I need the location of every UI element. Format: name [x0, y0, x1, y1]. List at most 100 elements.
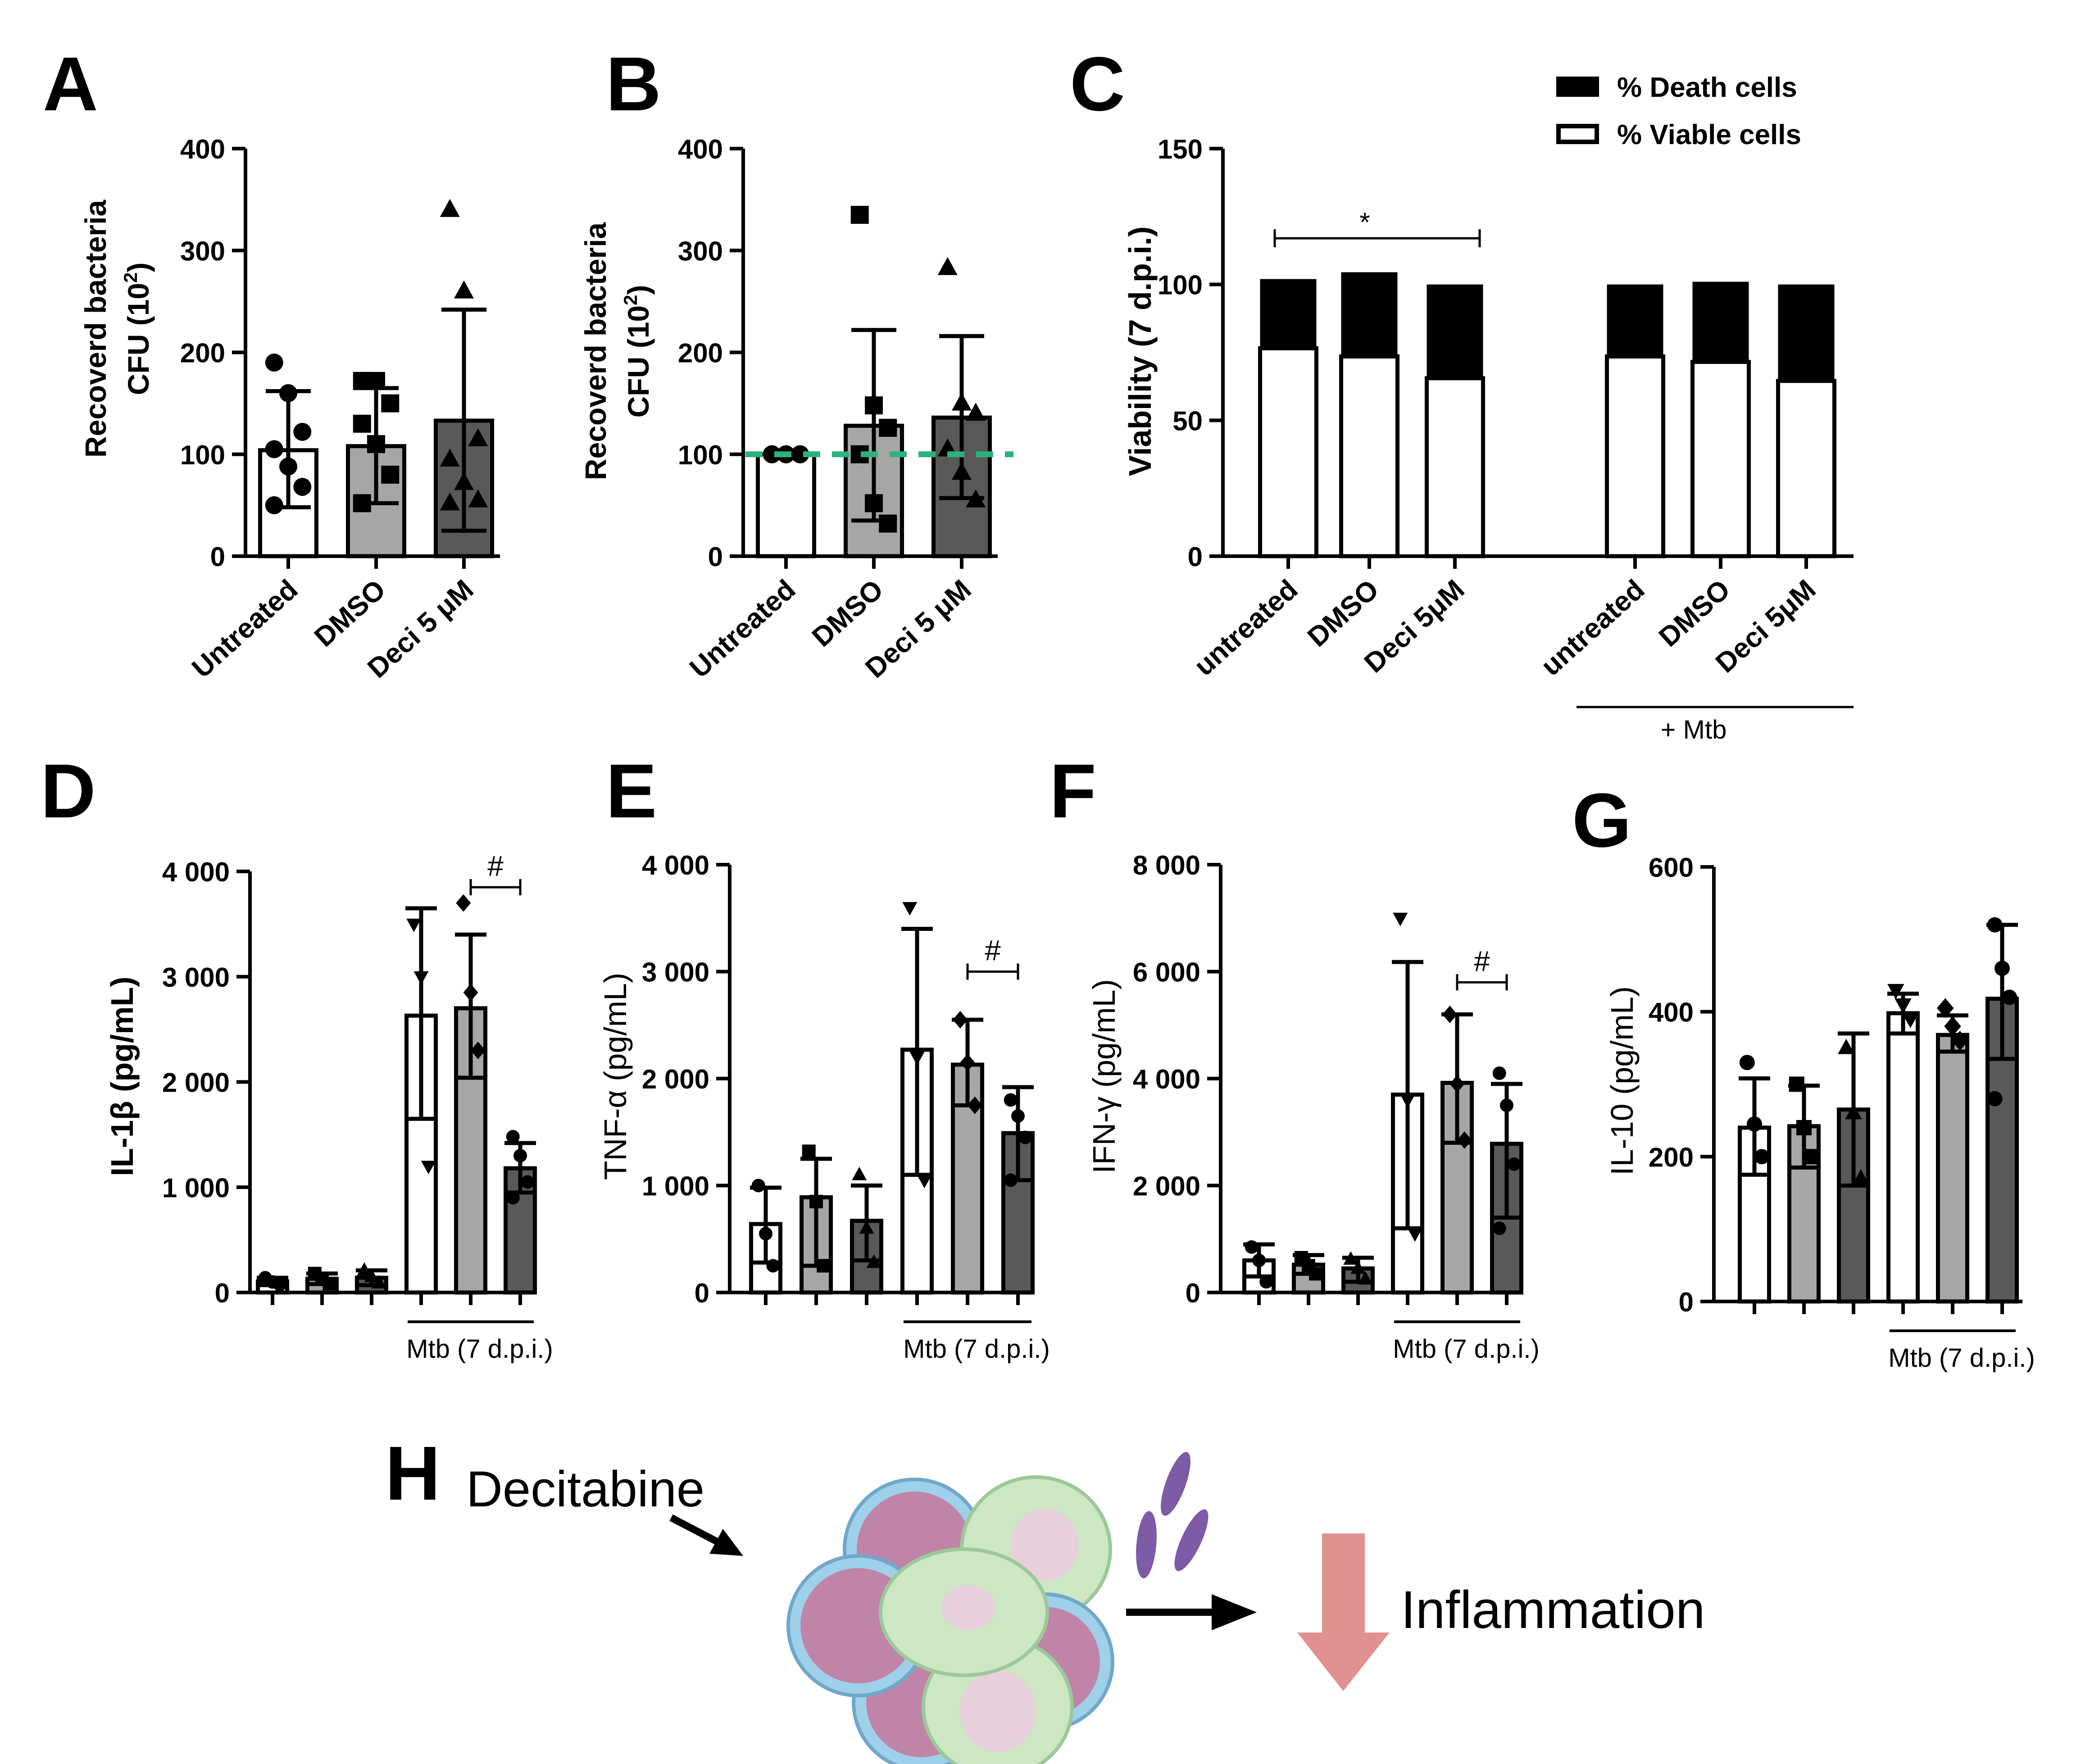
bar-death [1341, 272, 1398, 357]
bar [1886, 1011, 1920, 1304]
x-tick-label: Untreated [186, 574, 304, 684]
bar-viable [1339, 354, 1399, 558]
bar-viable [1258, 346, 1318, 558]
y-tick-label: 0 [210, 542, 225, 572]
ylabel-a-line2: CFU (102) [120, 263, 155, 395]
group-label: Mtb (7 d.p.i.) [1393, 1334, 1540, 1364]
chart-f: 0 2 000 4 000 6 000 8 000 Mtb (7 d.p.i.) # [1133, 850, 1540, 1364]
chart-d: 0 1 000 2 000 3 000 4 000 Mtb (7 d.p.i.) # [162, 850, 553, 1364]
data-point [1987, 1091, 2003, 1106]
panel-f: F 0 2 000 4 000 6 000 8 000 Mtb (7 d.p.i.) # I… [1050, 748, 1540, 1364]
data-point [751, 1179, 765, 1193]
panel-letter-b: B [606, 41, 661, 127]
y-tick-label: 4 000 [1133, 1064, 1200, 1094]
cell-green-bottom-nucleus [959, 1671, 1036, 1752]
decitabine-label: Decitabine [466, 1461, 704, 1517]
data-point [1507, 1157, 1521, 1171]
decitabine-arrow [669, 1514, 743, 1556]
y-tick-label: 150 [1158, 134, 1203, 164]
data-point [1902, 1013, 1919, 1029]
data-point [852, 1166, 867, 1180]
significance-label: # [985, 934, 1001, 967]
panel-letter-e: E [606, 748, 657, 834]
group-label: Mtb (7 d.p.i.) [1888, 1343, 2035, 1373]
ylabel-a-line1: Recoverd bacteria [79, 200, 112, 458]
panel-letter-d: D [41, 748, 96, 834]
data-point [440, 449, 460, 467]
y-tick-label: 100 [1158, 270, 1203, 300]
cell-green-right-top-nucleus [1011, 1509, 1079, 1581]
y-tick-label: 4 000 [162, 857, 230, 887]
x-tick-label: Untreated [684, 574, 801, 684]
data-point [265, 440, 283, 458]
data-point [470, 1041, 486, 1059]
data-point [1393, 912, 1408, 926]
y-tick-label: 8 000 [1133, 850, 1200, 880]
bar-death [1427, 284, 1483, 378]
panel-h: H Decitabine [385, 1431, 1705, 1764]
data-point [1951, 1030, 1968, 1051]
cell-green-center-nucleus [941, 1585, 995, 1630]
data-point [468, 428, 488, 446]
data-point [1739, 1055, 1755, 1070]
data-point [850, 206, 869, 224]
y-tick-label: 3 000 [162, 962, 230, 993]
bacteria-icon [1136, 1452, 1209, 1578]
panel-letter-g: G [1572, 778, 1631, 863]
x-tick-label: DMSO [309, 574, 391, 653]
data-point [421, 1161, 436, 1174]
data-point [1937, 998, 1954, 1018]
y-tick-label: 3 000 [642, 957, 709, 988]
group-label: Mtb (7 d.p.i.) [903, 1334, 1050, 1364]
y-tick-label: 300 [180, 236, 225, 266]
data-point [937, 257, 958, 275]
chart-e: 0 1 000 2 000 3 000 4 000 Mtb (7 d.p.i.) # [642, 850, 1050, 1364]
data-point [454, 280, 474, 299]
bar [756, 452, 816, 558]
data-point [2002, 989, 2017, 1005]
y-tick-label: 0 [215, 1278, 230, 1308]
panel-letter-f: F [1050, 748, 1096, 834]
data-point [406, 918, 422, 932]
y-tick-label: 2 000 [642, 1064, 709, 1094]
y-tick-label: 0 [708, 542, 723, 572]
data-point [1492, 1066, 1506, 1080]
data-point [1887, 984, 1904, 999]
bar-viable [1605, 354, 1665, 558]
data-point [521, 1175, 535, 1189]
data-point [917, 1174, 932, 1188]
significance-label: # [1474, 945, 1490, 977]
ylabel-c: Viability (7 d.p.i.) [1122, 227, 1158, 476]
data-point [966, 403, 986, 421]
y-tick-label: 300 [678, 236, 723, 266]
y-tick-label: 100 [180, 440, 225, 470]
data-point [1407, 1228, 1422, 1242]
x-tick-label: DMSO [1653, 574, 1736, 653]
legend-label-death: % Death cells [1617, 72, 1797, 103]
legend-c: % Death cells % Viable cells [1556, 72, 1801, 150]
bar-viable [1425, 376, 1485, 558]
data-point [1838, 1038, 1855, 1054]
group-label-c: + Mtb [1661, 715, 1727, 744]
inflammation-label: Inflammation [1401, 1580, 1705, 1640]
data-point [902, 902, 918, 916]
data-point [879, 514, 897, 533]
bar-death [1607, 284, 1663, 357]
data-point [440, 199, 460, 217]
data-point [456, 894, 471, 912]
bar-death [1260, 279, 1317, 349]
x-tick-label: untreated [1535, 574, 1650, 682]
panel-e: E 0 1 000 2 000 3 000 4 000 Mtb (7 d.p.i.) # T… [598, 748, 1050, 1364]
y-tick-label: 400 [1649, 998, 1694, 1028]
data-point [265, 496, 283, 514]
legend-swatch-death [1556, 77, 1599, 97]
bar-death [1778, 284, 1835, 381]
data-point [468, 489, 488, 508]
panel-letter-h: H [385, 1431, 441, 1516]
panel-d: D 0 1 000 2 000 3 000 4 000 Mtb (7 d.p.i.) # I… [41, 748, 553, 1364]
